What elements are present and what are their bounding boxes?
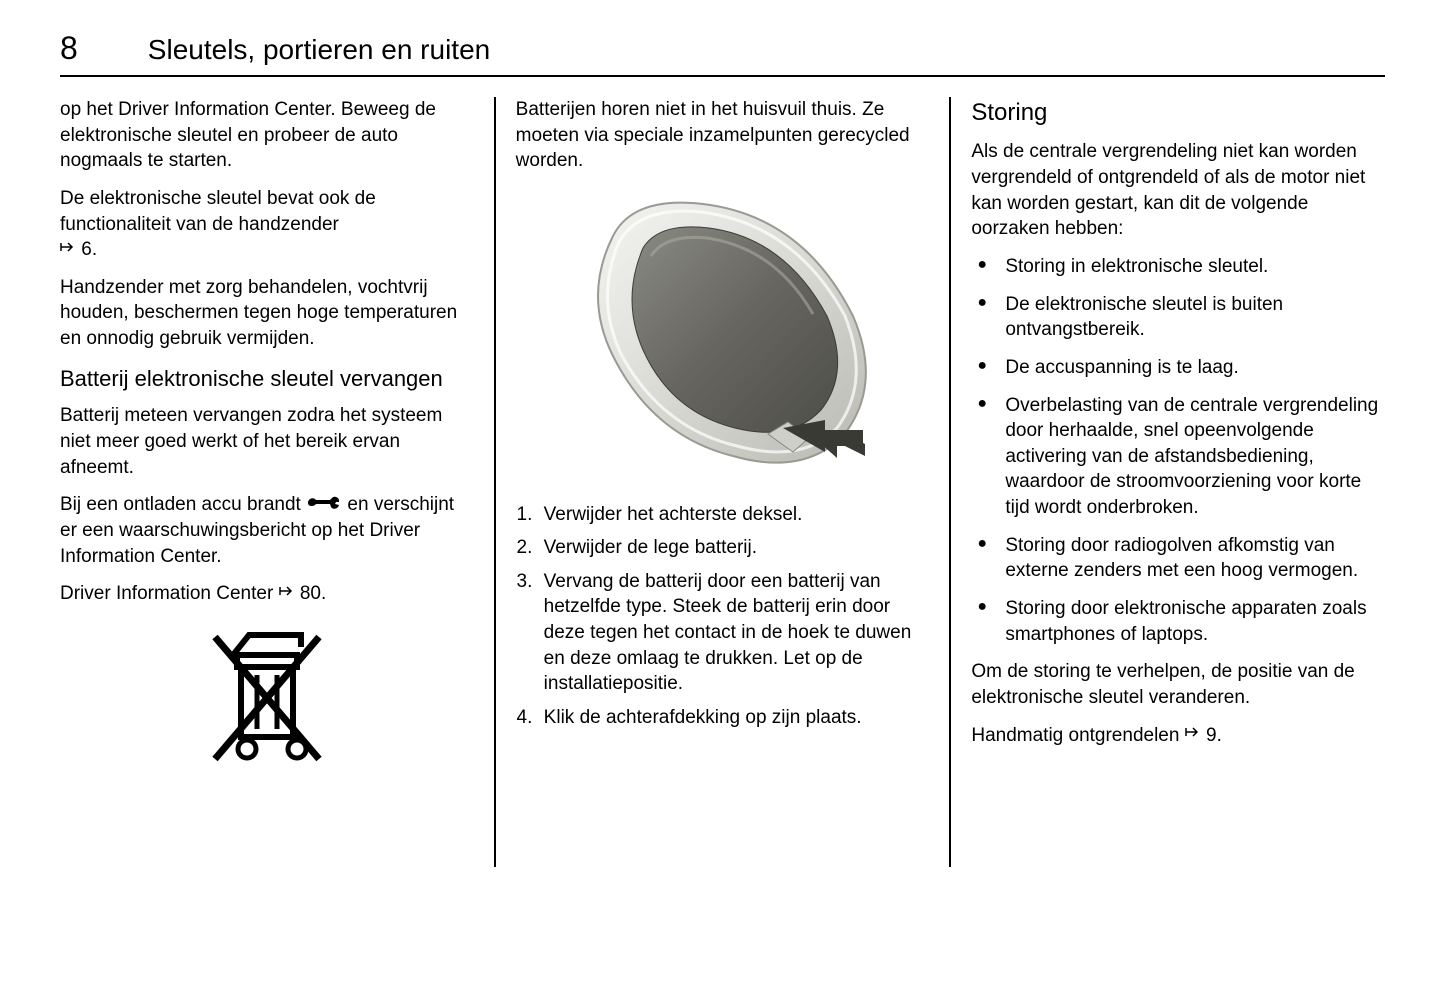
wrench-icon xyxy=(306,493,342,519)
col3-p2: Om de storing te verhelpen, de positie v… xyxy=(971,659,1385,710)
col1-p5: Bij een ontladen accu brandt en verschij… xyxy=(60,492,474,569)
col3-cause-5: Storing door radiogolven afkomstig van e… xyxy=(971,533,1385,584)
col1-p5-prefix: Bij een ontladen accu brandt xyxy=(60,494,306,515)
col1-heading-battery: Batterij elektronische sleutel vervangen xyxy=(60,364,474,394)
page-number: 8 xyxy=(60,30,78,67)
col3-p3-prefix: Handmatig ontgrendelen xyxy=(971,725,1184,746)
col3-cause-6: Storing door elektronische apparaten zoa… xyxy=(971,596,1385,647)
col1-p6: Driver Information Center 80. xyxy=(60,581,474,607)
col1-p2: De elektronische sleutel bevat ook de fu… xyxy=(60,186,474,263)
column-3: Storing Als de centrale vergrendeling ni… xyxy=(951,97,1385,867)
no-trash-icon-wrapper xyxy=(60,619,474,777)
col3-heading: Storing xyxy=(971,97,1385,129)
col3-cause-3: De accuspanning is te laag. xyxy=(971,355,1385,381)
reference-icon xyxy=(279,584,295,604)
col3-causes-list: Storing in elektronische sleutel. De ele… xyxy=(971,254,1385,647)
col2-p1: Batterijen horen niet in het huisvuil th… xyxy=(516,97,930,174)
col2-steps: Verwijder het achterste deksel. Verwijde… xyxy=(516,502,930,731)
col3-p3-ref: 9. xyxy=(1206,725,1222,746)
no-household-waste-icon xyxy=(197,619,337,769)
col3-cause-4: Overbelasting van de centrale vergrendel… xyxy=(971,393,1385,521)
col3-cause-1: Storing in elektronische sleutel. xyxy=(971,254,1385,280)
col1-p1: op het Driver Information Center. Beweeg… xyxy=(60,97,474,174)
col1-p3: Handzender met zorg behandelen, vochtvri… xyxy=(60,275,474,352)
col3-p1: Als de centrale vergrendeling niet kan w… xyxy=(971,139,1385,242)
col2-step-3: Vervang de batterij door een batterij va… xyxy=(538,569,930,697)
col1-p4: Batterij meteen vervangen zodra het syst… xyxy=(60,403,474,480)
col2-step-2: Verwijder de lege batterij. xyxy=(538,535,930,561)
col3-cause-2: De elektronische sleutel is buiten ontva… xyxy=(971,292,1385,343)
column-2: Batterijen horen niet in het huisvuil th… xyxy=(496,97,950,867)
content-columns: op het Driver Information Center. Beweeg… xyxy=(60,97,1385,867)
col1-p2-text: De elektronische sleutel bevat ook de fu… xyxy=(60,188,376,235)
column-1: op het Driver Information Center. Beweeg… xyxy=(60,97,494,867)
col1-p2-ref: 6. xyxy=(81,239,97,260)
key-fob-image xyxy=(516,186,930,484)
col3-p3: Handmatig ontgrendelen 9. xyxy=(971,723,1385,749)
col1-p6-prefix: Driver Information Center xyxy=(60,583,279,604)
reference-icon xyxy=(1185,725,1201,745)
col1-p6-ref: 80. xyxy=(300,583,326,604)
reference-icon xyxy=(60,240,76,260)
col2-step-4: Klik de achterafdekking op zijn plaats. xyxy=(538,705,930,731)
header-title: Sleutels, portieren en ruiten xyxy=(148,34,490,66)
page-header: 8 Sleutels, portieren en ruiten xyxy=(60,30,1385,77)
col2-step-1: Verwijder het achterste deksel. xyxy=(538,502,930,528)
